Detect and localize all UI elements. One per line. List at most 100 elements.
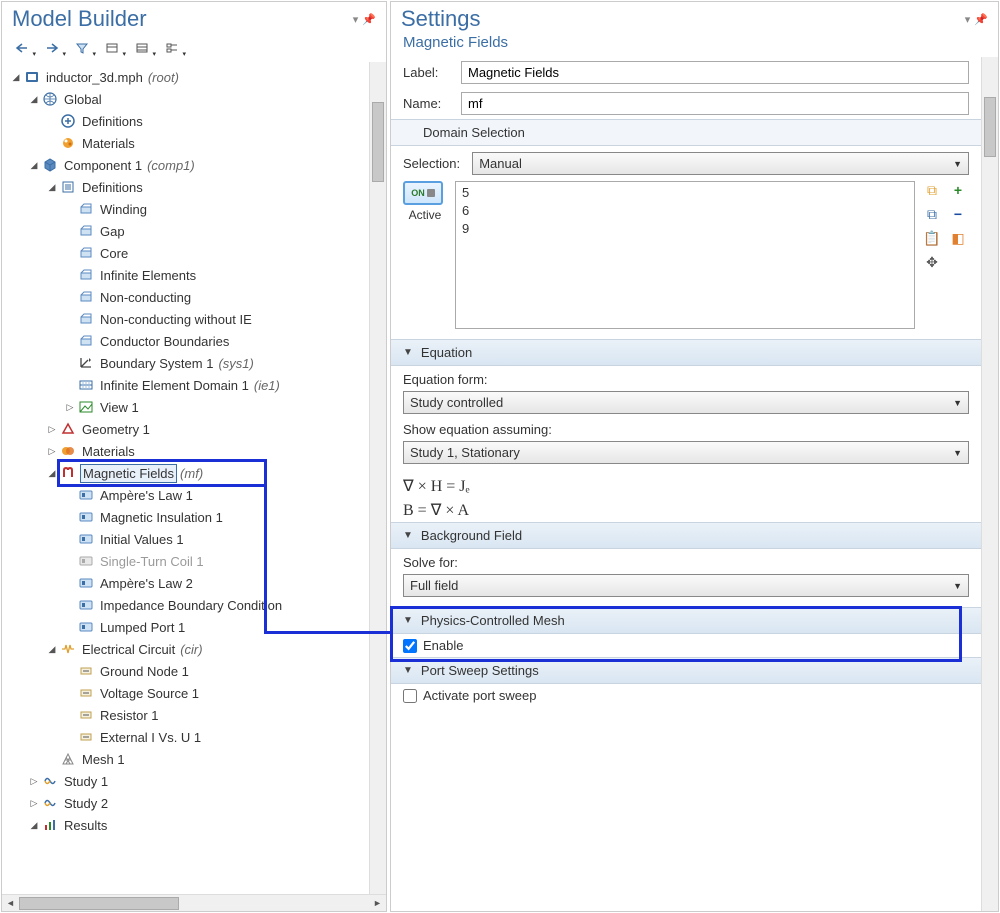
tree-node-iv1[interactable]: ·Initial Values 1 [4, 528, 369, 550]
selection-dropdown[interactable]: Manual▼ [472, 152, 969, 175]
tree-node-eiv[interactable]: ·External I Vs. U 1 [4, 726, 369, 748]
toggle-icon[interactable]: ◢ [10, 72, 22, 83]
tree-node-ie[interactable]: ·Infinite Elements [4, 264, 369, 286]
tree-node-al1[interactable]: ·Ampère's Law 1 [4, 484, 369, 506]
tree-node-al2[interactable]: ·Ampère's Law 2 [4, 572, 369, 594]
clipboard-icon[interactable]: 📋 [923, 229, 941, 247]
toggle-icon[interactable]: ◢ [28, 820, 40, 831]
tree-node-cb[interactable]: ·Conductor Boundaries [4, 330, 369, 352]
active-toggle[interactable]: ON [403, 181, 443, 205]
tree-node-view[interactable]: ▷View 1 [4, 396, 369, 418]
tree-node-label: Ampère's Law 2 [98, 575, 195, 592]
tree-node-global[interactable]: ◢Global [4, 88, 369, 110]
domain-list-item[interactable]: 9 [462, 220, 908, 238]
expand-button[interactable]: ▾ [130, 38, 154, 58]
toggle-icon[interactable]: ◢ [28, 160, 40, 171]
toggle-icon[interactable]: ◢ [28, 94, 40, 105]
domain-list-item[interactable]: 5 [462, 184, 908, 202]
toggle-icon[interactable]: ▷ [46, 446, 58, 457]
tree-node-ibc[interactable]: ·Impedance Boundary Condition [4, 594, 369, 616]
tree-node-label: Impedance Boundary Condition [98, 597, 284, 614]
tree-node-st1[interactable]: ▷Study 1 [4, 770, 369, 792]
label-input[interactable] [461, 61, 969, 84]
tree-node-bs[interactable]: ·Boundary System 1(sys1) [4, 352, 369, 374]
physics-controlled-mesh-header[interactable]: ▼ Physics-Controlled Mesh [391, 607, 981, 634]
tree-node-gn[interactable]: ·Ground Node 1 [4, 660, 369, 682]
zoom-selection-icon[interactable]: ✥ [923, 253, 941, 271]
domain-list[interactable]: 569 [455, 181, 915, 329]
tree-node-cmat[interactable]: ▷Materials [4, 440, 369, 462]
add-icon[interactable]: + [949, 181, 967, 199]
settings-title-bar: Settings ▾ 📌 [391, 2, 998, 34]
model-tree[interactable]: ◢inductor_3d.mph(root)◢Global·Definition… [2, 62, 369, 894]
domain-selection-header[interactable]: Domain Selection [391, 119, 981, 146]
filter-button[interactable]: ▾ [70, 38, 94, 58]
tree-node-label: Results [62, 817, 109, 834]
tree-node-cir[interactable]: ◢Electrical Circuit(cir) [4, 638, 369, 660]
circuit-icon [60, 641, 76, 657]
tree-node-r1[interactable]: ·Resistor 1 [4, 704, 369, 726]
toggle-icon[interactable]: ▷ [64, 402, 76, 413]
horizontal-scrollbar[interactable]: ◄► [2, 894, 386, 911]
tree-node-gdef[interactable]: ·Definitions [4, 110, 369, 132]
nav-fwd-button[interactable]: ▾ [40, 38, 64, 58]
copy-selection-icon[interactable]: ⧉ [923, 181, 941, 199]
tree-node-ncie[interactable]: ·Non-conducting without IE [4, 308, 369, 330]
iedom-icon [78, 377, 94, 393]
tree-node-stc[interactable]: ·Single-Turn Coil 1 [4, 550, 369, 572]
tree-node-label: Infinite Elements [98, 267, 198, 284]
toggle-icon[interactable]: ▷ [28, 776, 40, 787]
vertical-scrollbar-right[interactable] [981, 57, 998, 911]
vertical-scrollbar-left[interactable] [369, 62, 386, 894]
toggle-icon[interactable]: ◢ [46, 468, 58, 479]
enable-checkbox[interactable] [403, 639, 417, 653]
tree-node-core[interactable]: ·Core [4, 242, 369, 264]
tree-node-mesh[interactable]: ·Mesh 1 [4, 748, 369, 770]
toggle-selection-icon[interactable]: ◧ [949, 229, 967, 247]
tree-node-mf[interactable]: ◢Magnetic Fields(mf) [4, 462, 369, 484]
equation-form-dropdown[interactable]: Study controlled▼ [403, 391, 969, 414]
tree-node-comp1[interactable]: ◢Component 1(comp1) [4, 154, 369, 176]
tree-node-label: Electrical Circuit [80, 641, 177, 658]
equation-assume-dropdown[interactable]: Study 1, Stationary▼ [403, 441, 969, 464]
tree-node-label: Ampère's Law 1 [98, 487, 195, 504]
tree-node-wind[interactable]: ·Winding [4, 198, 369, 220]
name-input[interactable] [461, 92, 969, 115]
toggle-icon[interactable]: ◢ [46, 182, 58, 193]
tree-opts-button[interactable]: ▾ [160, 38, 184, 58]
toggle-icon[interactable]: ▷ [28, 798, 40, 809]
tree-node-mi1[interactable]: ·Magnetic Insulation 1 [4, 506, 369, 528]
cnode-icon [78, 729, 94, 745]
paste-selection-icon[interactable]: ⧉ [923, 205, 941, 223]
domain-list-item[interactable]: 6 [462, 202, 908, 220]
tree-node-gap[interactable]: ·Gap [4, 220, 369, 242]
nav-back-button[interactable]: ▾ [10, 38, 34, 58]
tree-node-res[interactable]: ◢ Results [4, 814, 369, 836]
phys-icon [78, 619, 94, 635]
port-sweep-header[interactable]: ▼ Port Sweep Settings [391, 657, 981, 684]
tree-node-gmat[interactable]: ·Materials [4, 132, 369, 154]
study-icon [42, 795, 58, 811]
tree-node-lp1[interactable]: ·Lumped Port 1 [4, 616, 369, 638]
enable-label: Enable [423, 638, 463, 653]
background-field-header[interactable]: ▼ Background Field [391, 522, 981, 549]
toggle-icon[interactable]: ▷ [46, 424, 58, 435]
pin-icon[interactable]: 📌 [362, 13, 376, 26]
tree-node-root[interactable]: ◢inductor_3d.mph(root) [4, 66, 369, 88]
activate-port-sweep-checkbox[interactable] [403, 689, 417, 703]
equation-header[interactable]: ▼ Equation [391, 339, 981, 366]
phys-icon [78, 531, 94, 547]
minimize-icon[interactable]: ▾ [353, 13, 359, 26]
tree-node-ied[interactable]: ·Infinite Element Domain 1(ie1) [4, 374, 369, 396]
toggle-icon[interactable]: ◢ [46, 644, 58, 655]
collapse-button[interactable]: ▾ [100, 38, 124, 58]
pin-icon[interactable]: 📌 [974, 13, 988, 26]
tree-node-nc[interactable]: ·Non-conducting [4, 286, 369, 308]
solve-for-dropdown[interactable]: Full field▼ [403, 574, 969, 597]
tree-node-cdef[interactable]: ◢Definitions [4, 176, 369, 198]
tree-node-geom[interactable]: ▷Geometry 1 [4, 418, 369, 440]
remove-icon[interactable]: − [949, 205, 967, 223]
tree-node-st2[interactable]: ▷Study 2 [4, 792, 369, 814]
tree-node-vs[interactable]: ·Voltage Source 1 [4, 682, 369, 704]
minimize-icon[interactable]: ▾ [965, 13, 971, 26]
